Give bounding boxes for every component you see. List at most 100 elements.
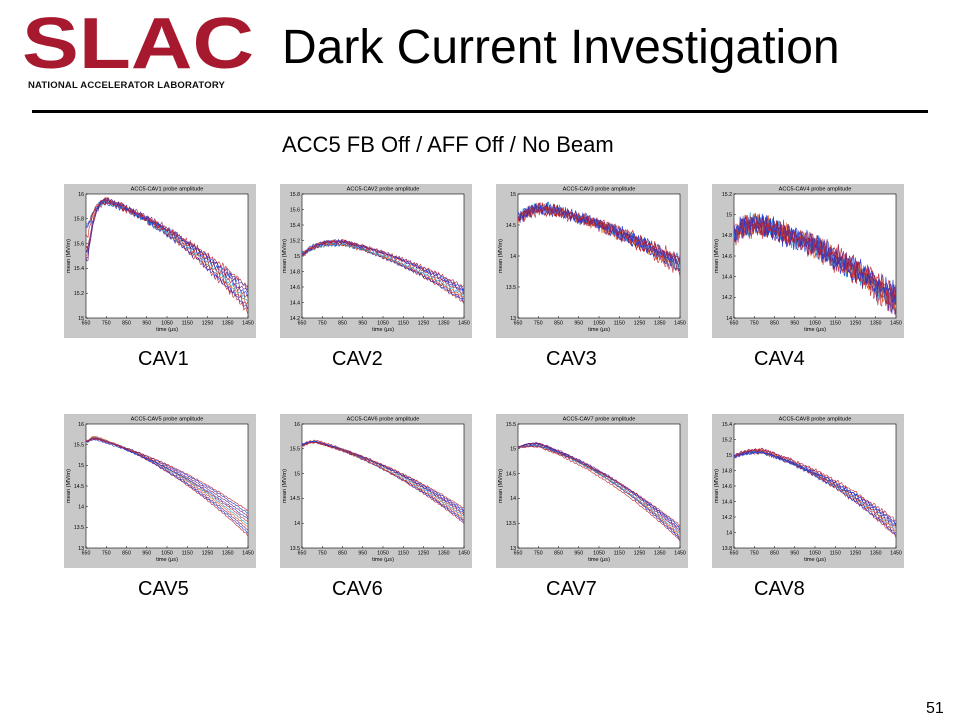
plot-area (733, 193, 897, 319)
plot-area (85, 193, 249, 319)
x-tick-label: 1250 (850, 321, 862, 327)
x-tick-label: 950 (790, 551, 799, 557)
x-axis-label: time (μs) (588, 327, 610, 333)
chart-panel-cav3: ACC5-CAV3 probe amplitude 650 750 850 950 105… (496, 184, 688, 338)
x-tick-label: 950 (142, 551, 151, 557)
x-tick-label: 1150 (830, 551, 841, 557)
y-tick-label: 15 (510, 447, 516, 453)
cav-label-7: CAV7 (546, 578, 597, 600)
chart-cav3: ACC5-CAV3 probe amplitude 650 750 850 950 105… (498, 187, 686, 334)
y-tick-label: 14.5 (290, 496, 300, 502)
y-tick-label: 15.2 (74, 291, 84, 297)
x-tick-label: 750 (102, 321, 111, 327)
x-tick-label: 650 (514, 321, 523, 327)
y-axis-label: mean (MV/m) (282, 469, 288, 503)
chart-cav5: ACC5-CAV5 probe amplitude 650 750 850 950 105… (66, 417, 254, 564)
y-tick-label: 14.6 (722, 484, 732, 490)
y-tick-label: 14.4 (722, 499, 732, 505)
x-tick-label: 1150 (182, 551, 193, 557)
chart-title: ACC5-CAV1 probe amplitude (131, 187, 204, 193)
y-tick-label: 14.2 (290, 316, 300, 322)
y-tick-label: 13.5 (290, 546, 300, 552)
plot-area (517, 423, 681, 549)
y-tick-label: 14 (726, 316, 732, 322)
series-line (517, 202, 681, 263)
x-tick-label: 650 (82, 551, 91, 557)
chart-title: ACC5-CAV3 probe amplitude (563, 187, 636, 193)
x-tick-label: 1050 (809, 551, 821, 557)
x-tick-label: 1350 (438, 321, 450, 327)
x-tick-label: 650 (82, 321, 91, 327)
y-tick-label: 13 (510, 546, 516, 552)
series-line (733, 450, 897, 525)
x-tick-label: 950 (142, 321, 151, 327)
y-tick-label: 13.5 (74, 525, 84, 531)
x-tick-label: 1450 (890, 321, 902, 327)
y-tick-label: 16 (294, 422, 300, 428)
y-tick-label: 15.5 (290, 447, 300, 453)
series-line (517, 202, 681, 262)
y-tick-label: 15 (294, 471, 300, 477)
y-tick-label: 15.5 (74, 442, 84, 448)
chart-title: ACC5-CAV5 probe amplitude (131, 417, 204, 423)
slac-logo-subtext: NATIONAL ACCELERATOR LABORATORY (28, 80, 226, 91)
x-tick-label: 750 (318, 321, 327, 327)
y-tick-label: 15.2 (722, 192, 732, 198)
y-tick-label: 14 (726, 530, 732, 536)
x-tick-label: 1150 (398, 321, 409, 327)
x-axis-label: time (μs) (804, 557, 826, 563)
y-tick-label: 15.4 (74, 266, 84, 272)
cav-label-6: CAV6 (332, 578, 383, 600)
chart-panel-cav8: ACC5-CAV8 probe amplitude 650 750 850 950 105… (712, 414, 904, 568)
cav-label-3: CAV3 (546, 348, 597, 370)
chart-panel-cav5: ACC5-CAV5 probe amplitude 650 750 850 950 105… (64, 414, 256, 568)
chart-panel-cav7: ACC5-CAV7 probe amplitude 650 750 850 950 105… (496, 414, 688, 568)
x-axis-label: time (μs) (372, 327, 394, 333)
y-tick-label: 14.8 (290, 269, 300, 275)
series-line (85, 201, 249, 291)
page-number: 51 (926, 700, 944, 717)
series-line (85, 437, 249, 514)
y-tick-label: 16 (78, 422, 84, 428)
y-tick-label: 14 (78, 504, 84, 510)
x-tick-label: 1150 (830, 321, 841, 327)
chart-title: ACC5-CAV7 probe amplitude (563, 417, 636, 423)
chart-title: ACC5-CAV4 probe amplitude (779, 187, 852, 193)
chart-panel-cav6: ACC5-CAV6 probe amplitude 650 750 850 950 105… (280, 414, 472, 568)
chart-cav2: ACC5-CAV2 probe amplitude 650 750 850 950 105… (282, 187, 470, 334)
y-tick-label: 15.5 (506, 422, 516, 428)
chart-title: ACC5-CAV2 probe amplitude (347, 187, 420, 193)
cav-label-8: CAV8 (754, 578, 805, 600)
y-tick-label: 14.2 (722, 295, 732, 301)
y-tick-label: 15 (78, 463, 84, 469)
plot-area (733, 423, 897, 549)
y-tick-label: 13 (510, 316, 516, 322)
x-tick-label: 1450 (674, 321, 686, 327)
x-tick-label: 650 (730, 551, 739, 557)
y-tick-label: 14.5 (506, 471, 516, 477)
x-tick-label: 850 (122, 551, 131, 557)
x-tick-label: 950 (358, 321, 367, 327)
x-tick-label: 1450 (242, 321, 254, 327)
page-subtitle: ACC5 FB Off / AFF Off / No Beam (282, 132, 614, 157)
x-tick-label: 1450 (458, 321, 470, 327)
y-axis-label: mean (MV/m) (498, 469, 504, 503)
series-line (301, 238, 465, 291)
x-tick-label: 1350 (870, 551, 882, 557)
slac-logo-mark: SLAC (22, 8, 254, 78)
y-tick-label: 15.6 (74, 241, 84, 247)
cav-label-1: CAV1 (138, 348, 189, 370)
y-axis-label: mean (MV/m) (66, 239, 72, 273)
series-line (517, 445, 681, 542)
x-tick-label: 1350 (438, 551, 450, 557)
chart-cav1: ACC5-CAV1 probe amplitude 650 750 850 950 105… (66, 187, 254, 334)
x-tick-label: 1050 (593, 321, 605, 327)
x-tick-label: 950 (574, 321, 583, 327)
x-tick-label: 750 (750, 551, 759, 557)
x-tick-label: 1150 (614, 321, 625, 327)
y-tick-label: 15 (294, 254, 300, 260)
slac-logo: SLAC NATIONAL ACCELERATOR LABORATORY (22, 8, 262, 94)
x-tick-label: 1050 (161, 321, 173, 327)
y-tick-label: 15.8 (74, 217, 84, 223)
cav-label-5: CAV5 (138, 578, 189, 600)
